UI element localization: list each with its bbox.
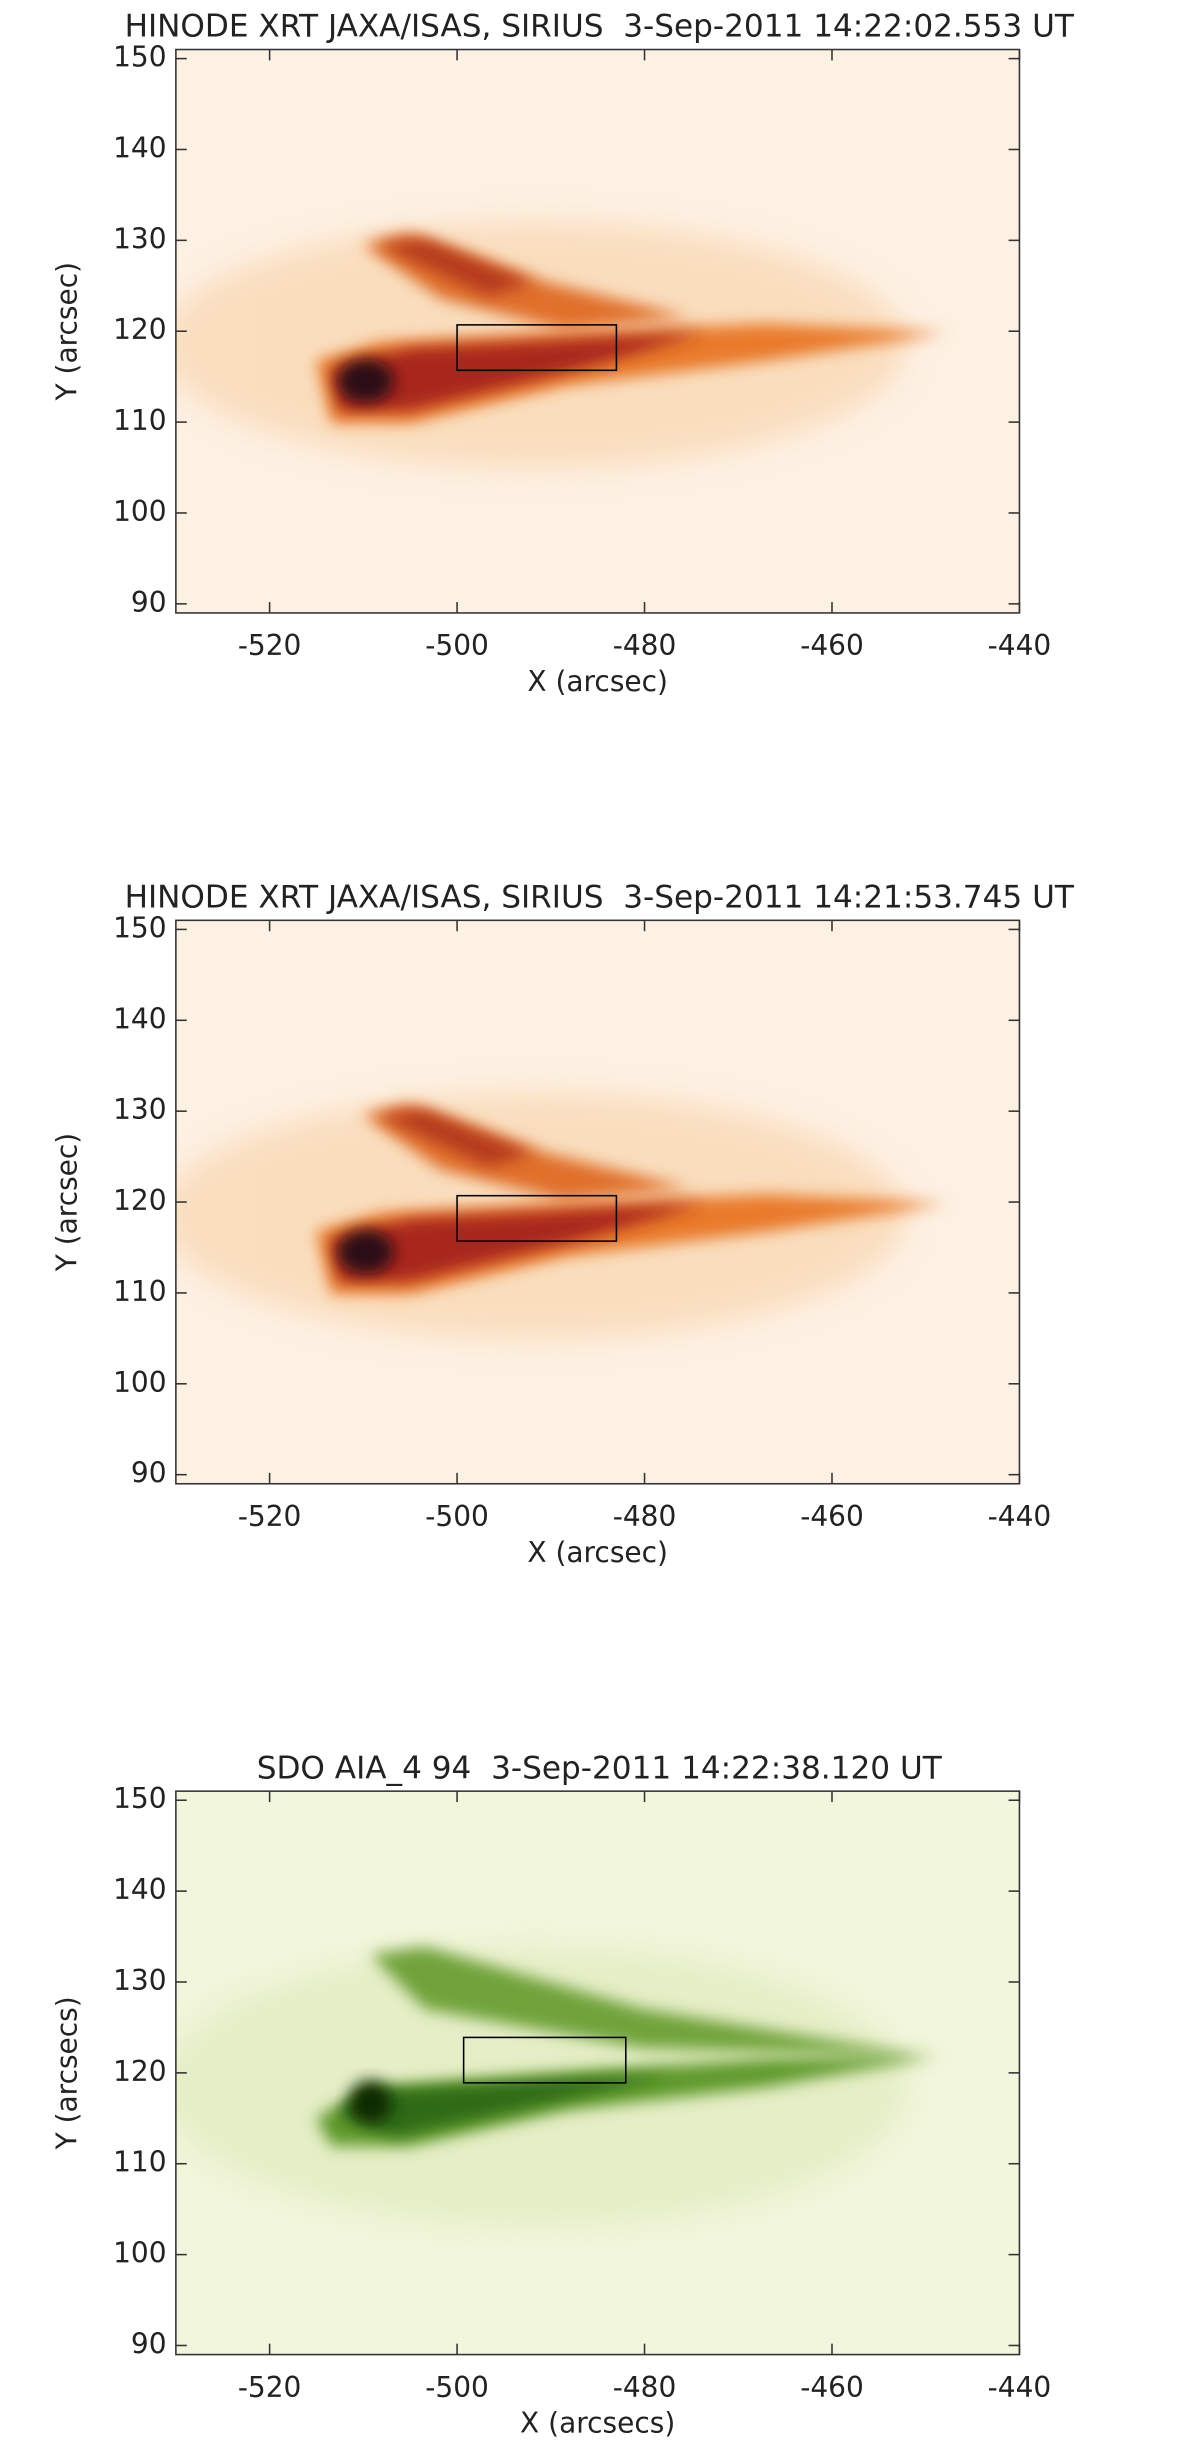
x-tick-label: -460 xyxy=(800,1500,864,1533)
y-tick-label: 110 xyxy=(113,2146,166,2179)
y-tick-label: 100 xyxy=(113,2237,166,2270)
x-tick-label: -500 xyxy=(425,629,489,662)
image-area xyxy=(160,1791,1019,2354)
y-tick-label: 120 xyxy=(113,313,166,346)
y-tick-label: 150 xyxy=(113,1782,166,1815)
region-box xyxy=(456,324,618,372)
x-tick-label: -440 xyxy=(988,629,1052,662)
x-axis-label: X (arcsecs) xyxy=(520,2407,675,2440)
image-area xyxy=(160,50,1019,613)
y-tick-label: 140 xyxy=(113,1002,166,1035)
y-tick-label: 140 xyxy=(113,1873,166,1906)
y-tick-label: 110 xyxy=(113,1275,166,1308)
y-axis-label: Y (arcsecs) xyxy=(50,1996,83,2150)
x-tick-label: -500 xyxy=(425,2371,489,2404)
x-tick-label: -520 xyxy=(238,1500,302,1533)
solar-image xyxy=(160,920,1019,1483)
x-tick-label: -520 xyxy=(238,629,302,662)
y-tick-label: 100 xyxy=(113,1366,166,1399)
y-tick-label: 120 xyxy=(113,2055,166,2088)
x-axis-label: X (arcsec) xyxy=(527,665,668,698)
x-tick-label: -440 xyxy=(988,2371,1052,2404)
region-box xyxy=(462,2036,627,2084)
x-tick-label: -460 xyxy=(800,2371,864,2404)
image-area xyxy=(160,920,1019,1483)
x-axis-label: X (arcsec) xyxy=(527,1536,668,1569)
solar-image xyxy=(160,1791,1019,2354)
y-tick-label: 150 xyxy=(113,911,166,944)
x-tick-label: -520 xyxy=(238,2371,302,2404)
y-tick-label: 90 xyxy=(131,1457,167,1490)
chart-title: HINODE XRT JAXA/ISAS, SIRIUS 3-Sep-2011 … xyxy=(125,9,1075,45)
chart-title: SDO AIA_4 94 3-Sep-2011 14:22:38.120 UT xyxy=(257,1750,943,1786)
y-tick-label: 110 xyxy=(113,404,166,437)
y-tick-label: 90 xyxy=(131,586,167,619)
x-tick-label: -480 xyxy=(613,2371,677,2404)
region-box xyxy=(456,1194,618,1242)
y-tick-label: 100 xyxy=(113,495,166,528)
y-tick-label: 130 xyxy=(113,222,166,255)
x-tick-label: -480 xyxy=(613,1500,677,1533)
x-tick-label: -440 xyxy=(988,1500,1052,1533)
y-tick-label: 150 xyxy=(113,41,166,74)
x-tick-label: -460 xyxy=(800,629,864,662)
y-axis-label: Y (arcsec) xyxy=(50,262,83,402)
x-tick-label: -480 xyxy=(613,629,677,662)
y-tick-label: 90 xyxy=(131,2327,167,2360)
y-tick-label: 120 xyxy=(113,1184,166,1217)
x-tick-label: -500 xyxy=(425,1500,489,1533)
y-tick-label: 130 xyxy=(113,1093,166,1126)
y-tick-label: 140 xyxy=(113,131,166,164)
solar-image xyxy=(160,50,1019,613)
y-tick-label: 130 xyxy=(113,1964,166,1997)
chart-title: HINODE XRT JAXA/ISAS, SIRIUS 3-Sep-2011 … xyxy=(125,880,1075,916)
y-axis-label: Y (arcsec) xyxy=(50,1133,83,1273)
